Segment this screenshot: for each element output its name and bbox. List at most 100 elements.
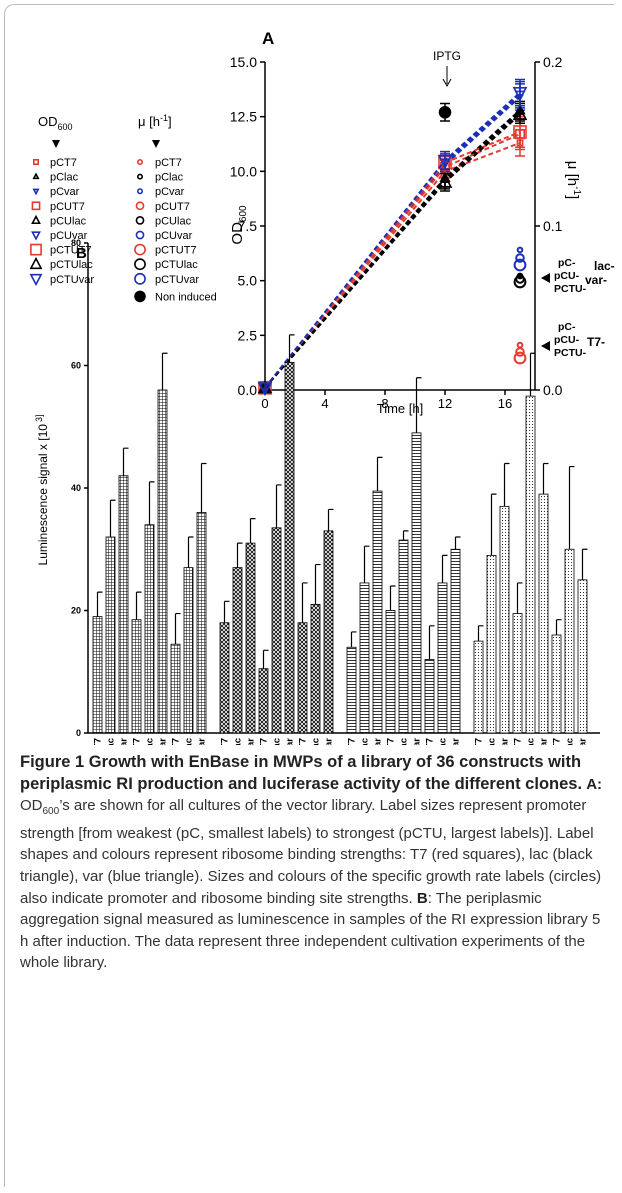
x-tick-label: pClac [233,738,244,745]
legend-label: pClac [155,172,184,184]
bar [131,619,142,734]
error-bar [402,530,409,541]
x-tick-label: pCT7 [220,738,231,745]
caption-a-text: ’s are shown for all cultures of the vec… [20,797,602,907]
y-tick-label: 12.5 [230,109,257,125]
series-line [264,133,521,389]
error-bar [314,563,321,605]
marker [513,125,527,139]
legend-label: pCTUvar [50,274,94,286]
legend-marker [30,243,42,256]
annotation: IPTG [433,49,461,63]
marker [513,351,527,365]
bar [245,542,256,734]
legend-label: pCTUvar [155,274,199,286]
y-tick-label: 2.5 [238,327,258,343]
legend-arrow [52,140,60,148]
legend-marker [135,216,145,225]
legend-marker [31,231,41,241]
marker [512,106,528,121]
error-bar [363,545,370,583]
error-bar [542,462,549,495]
y-tick-label: 40 [71,483,81,493]
error-bar [503,462,510,507]
legend-marker [134,272,146,285]
legend-marker [136,158,144,166]
legend-label: Non induced [155,291,217,303]
bar [525,395,536,734]
x-tick-label: pCUlac [145,738,156,745]
error-bar [516,582,523,614]
marker [259,383,271,395]
error-bar [96,591,103,617]
bar [577,579,588,734]
annotation: PCTU- [554,347,587,359]
x-tick-label: pCT7 [474,738,485,745]
y-axis-label: OD600 [229,205,249,245]
error-bar [161,352,168,390]
x-tick-label: pCUlac [399,738,410,745]
bar [271,527,282,734]
x-tick-label: pCvar [373,738,384,745]
marker [261,384,269,393]
x-tick-label: pCTUT7 [171,738,182,745]
x-tick-label: pCTUlac [184,738,195,745]
legend-label: pCvar [50,186,80,198]
x-tick-label: pCTUlac [438,738,449,745]
error-bar [490,493,497,556]
panel-label: A [262,29,274,48]
bar [512,613,523,734]
error-bar [428,625,435,660]
x-tick-label: pCUT7 [513,738,524,745]
marker [516,341,524,349]
error-bar [389,585,396,611]
x-tick-label: pCvar [119,738,130,745]
bar [118,475,129,734]
y2-label-sup: -1 [571,186,582,195]
legend-marker [32,172,40,180]
annotation: pC- [558,257,576,269]
x-tick-label: pCTUT7 [298,738,309,745]
y-label-main: OD [229,222,246,245]
mu-sup: -1 [160,113,168,123]
x-tick-label: pCUlac [526,738,537,745]
marker [513,275,527,289]
bar [144,524,155,734]
annotation: pCU- [554,334,580,346]
error-bar [454,536,461,550]
panel-label: B [76,245,87,262]
x-tick-label: 0 [261,396,268,411]
annotation-arrows [541,273,550,351]
error-bar [301,582,308,623]
x-tick-label: pCTUT7 [425,738,436,745]
bar [411,432,422,734]
bar [183,567,194,734]
x-tick-label: 8 [381,396,388,411]
x-tick-label: pCTUlac [311,738,322,745]
error-bar [415,377,422,433]
od-sub: 600 [58,122,73,132]
error-bar [174,612,181,645]
bar [538,493,549,734]
bar [398,539,409,734]
y-label-sub: 600 [238,205,249,222]
y2-tick-label: 0.1 [543,218,563,234]
y-tick-label: 15.0 [230,54,257,70]
legend-marker [136,173,144,180]
legend-label: pCvar [155,186,185,198]
marker [516,246,524,254]
x-tick-label: pCTUT7 [552,738,563,745]
x-tick-label: pCvar [500,738,511,745]
x-tick-label: pCTUvar [451,738,462,745]
bar [170,643,181,734]
bar [499,505,510,734]
legend-label: pCUT7 [155,201,190,213]
annotation: T7- [587,335,605,349]
series-line [264,111,521,389]
x-tick-label: pCUT7 [386,738,397,745]
x-tick-label: pClac [360,738,371,745]
marker [437,173,453,188]
x-tick-label: 16 [498,396,512,411]
bar [564,548,575,734]
